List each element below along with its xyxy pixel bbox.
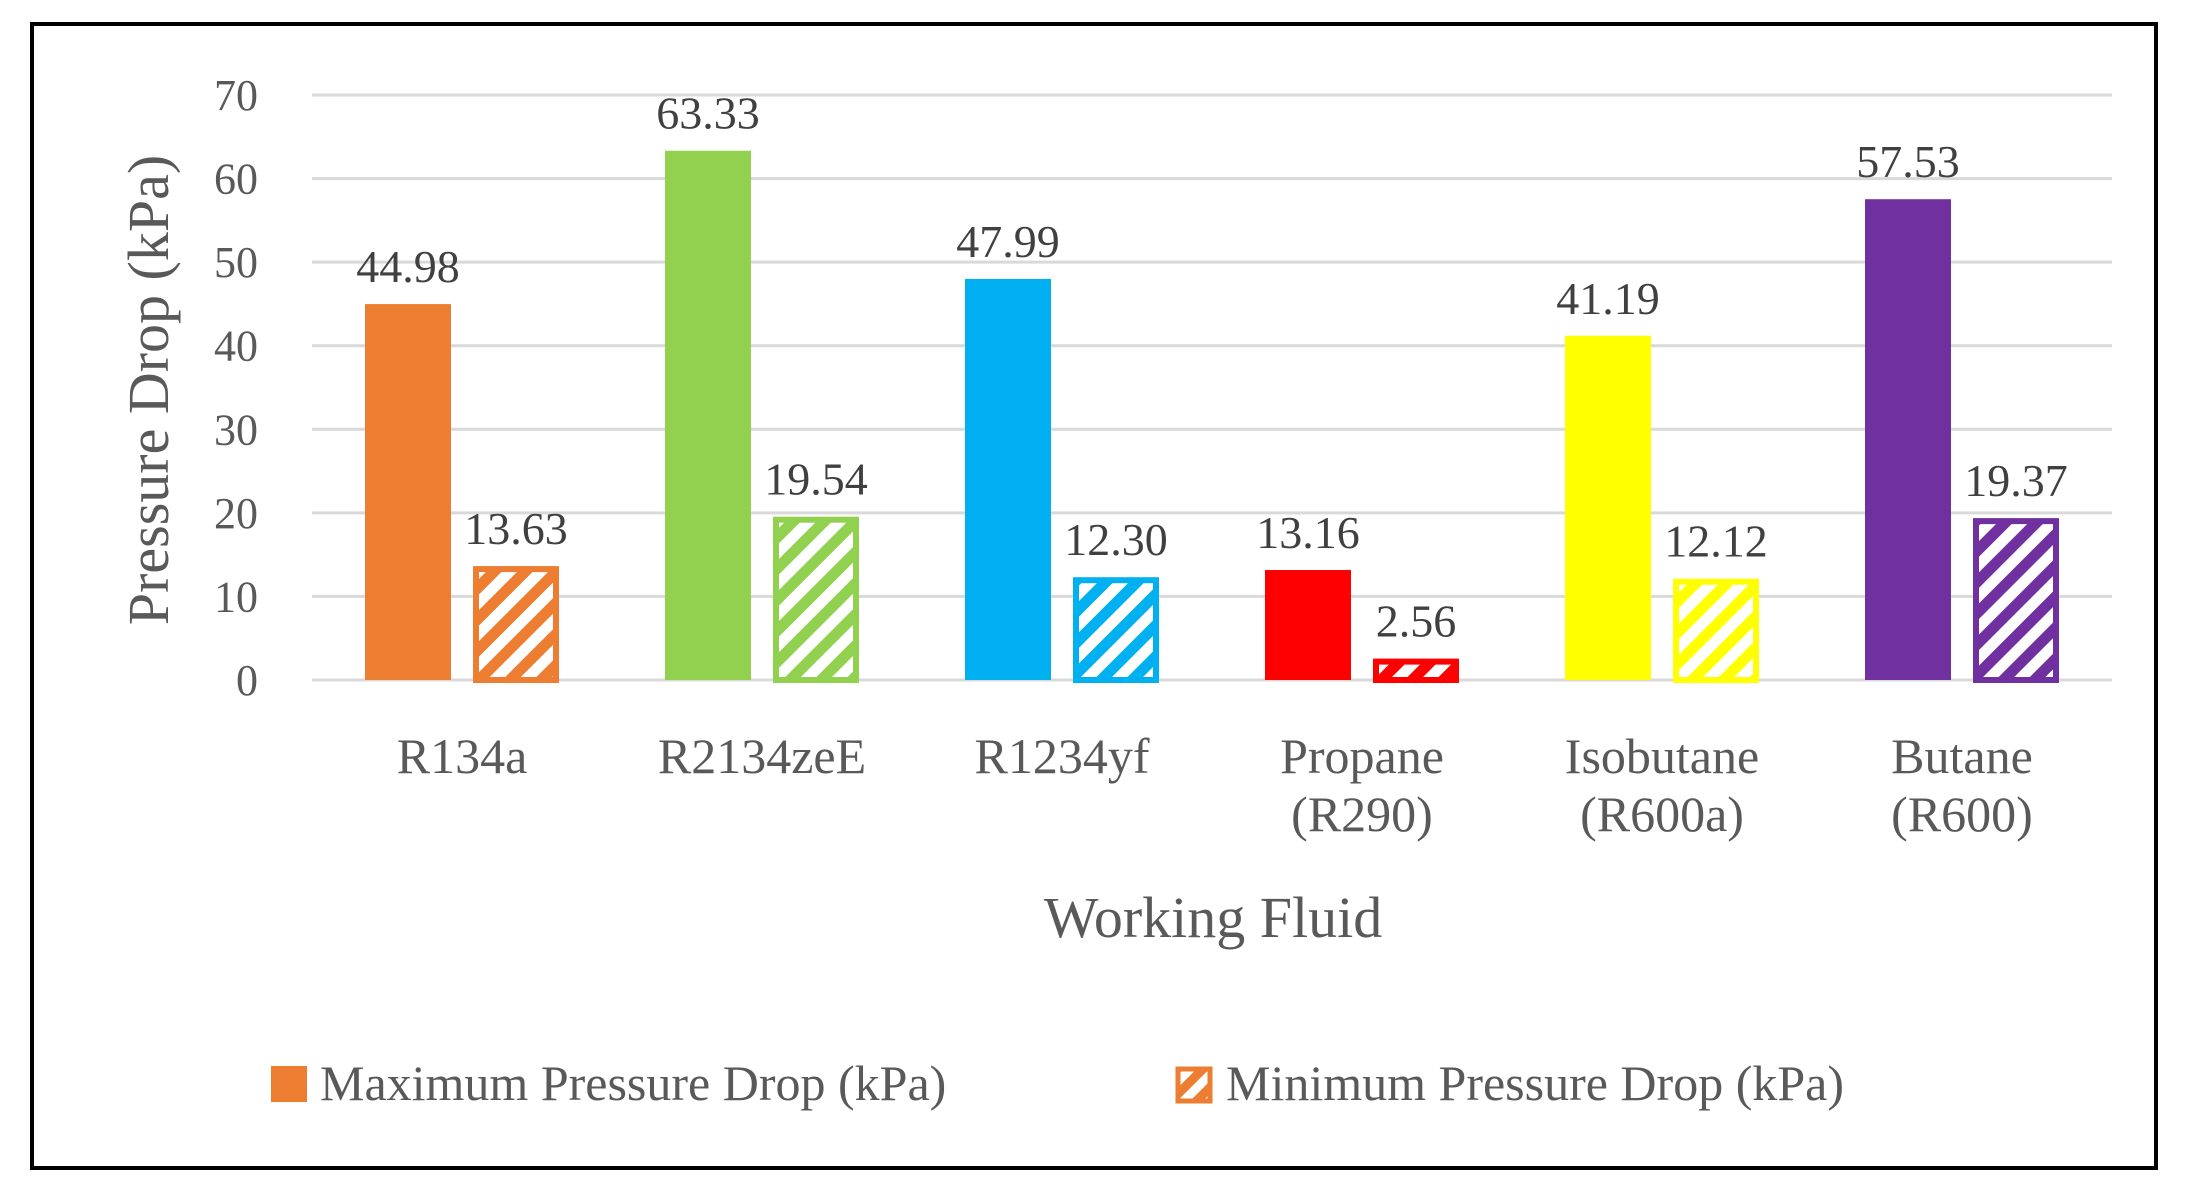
y-tick-label: 50	[214, 238, 258, 287]
min-bar-0	[473, 566, 559, 684]
legend-label-min: Minimum Pressure Drop (kPa)	[1226, 1055, 1844, 1111]
min-bar-1	[773, 516, 859, 683]
min-value-label-1: 19.54	[764, 454, 868, 505]
max-value-label-5: 57.53	[1856, 136, 1960, 187]
bars	[365, 150, 2059, 684]
max-bar-1	[665, 150, 751, 681]
x-category-label: Butane (R600)	[1891, 728, 2033, 842]
min-bar-3	[1373, 658, 1459, 683]
y-tick-label: 30	[214, 405, 258, 454]
y-axis-ticks: 0 10 20 30 40 50 60 70	[214, 71, 258, 705]
max-value-label-3: 13.16	[1256, 507, 1360, 558]
max-bar-2	[965, 278, 1051, 680]
min-value-label-4: 12.12	[1664, 516, 1768, 567]
legend-swatch-max	[271, 1066, 307, 1102]
max-bar-5	[1865, 199, 1951, 681]
x-axis-title: Working Fluid	[1044, 885, 1383, 950]
min-value-label-5: 19.37	[1964, 455, 2068, 506]
max-value-label-4: 41.19	[1556, 273, 1660, 324]
y-tick-label: 60	[214, 155, 258, 204]
y-tick-label: 10	[214, 572, 258, 621]
max-value-label-0: 44.98	[356, 241, 460, 292]
y-tick-label: 20	[214, 489, 258, 538]
data-labels: 44.98 13.63 63.33 19.54 47.99 12.30 13.16 2.56 4…	[356, 88, 2068, 647]
min-value-label-0: 13.63	[464, 503, 568, 554]
x-axis-categories: R134a R2134zeE R1234yf Propane (R290) Isobuta…	[397, 728, 2033, 842]
gridlines	[312, 93, 2112, 682]
max-bar-4	[1565, 335, 1651, 680]
legend: Maximum Pressure Drop (kPa) Minimum Press…	[271, 1055, 1844, 1111]
y-axis-title: Pressure Drop (kPa)	[116, 155, 181, 625]
x-category-label: R2134zeE	[658, 728, 866, 784]
min-bar-4	[1673, 578, 1759, 683]
y-tick-label: 70	[214, 71, 258, 120]
min-value-label-2: 12.30	[1064, 514, 1168, 565]
min-bar-2	[1073, 577, 1159, 684]
max-value-label-2: 47.99	[956, 216, 1060, 267]
max-value-label-1: 63.33	[656, 88, 760, 139]
legend-label-max: Maximum Pressure Drop (kPa)	[320, 1055, 946, 1111]
x-category-label: Isobutane (R600a)	[1565, 728, 1759, 842]
x-category-label: Propane (R290)	[1280, 728, 1444, 842]
x-category-label: R1234yf	[975, 728, 1150, 784]
legend-swatch-min	[1175, 1066, 1213, 1104]
max-bar-3	[1265, 570, 1351, 680]
x-category-label: R134a	[397, 728, 528, 784]
y-tick-label: 0	[236, 656, 258, 705]
y-tick-label: 40	[214, 322, 258, 371]
min-bar-5	[1973, 518, 2059, 683]
max-bar-0	[365, 304, 451, 680]
min-value-label-3: 2.56	[1376, 596, 1457, 647]
